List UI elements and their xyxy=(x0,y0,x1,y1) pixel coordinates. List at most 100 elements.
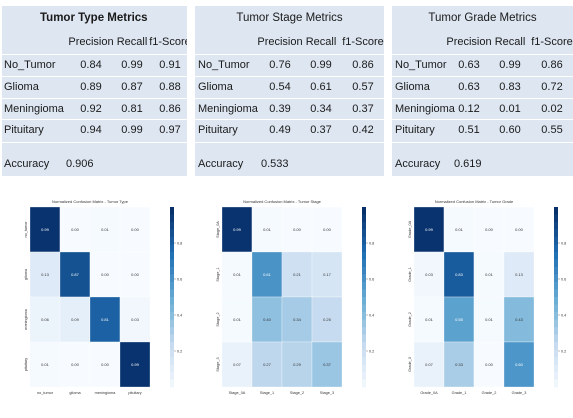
colorbar-tick-label: 0.8 xyxy=(369,241,374,245)
colorbar-segment xyxy=(170,364,174,373)
heatmap-cell xyxy=(89,251,121,298)
colorbar-tick-label: 0.8 xyxy=(177,241,182,245)
table-title: Tumor Stage Metrics xyxy=(236,12,343,24)
colorbar-segment xyxy=(170,259,174,268)
colorbar-segment xyxy=(170,274,174,283)
table-row: Glioma 0.54 0.61 0.57 xyxy=(195,81,384,95)
colorbar-segment xyxy=(170,252,174,260)
heatmap-cell xyxy=(503,341,535,388)
colorbar-segment xyxy=(554,274,558,283)
chart-title: Normalized Confusion Matrix - Tumor Stag… xyxy=(243,199,322,204)
colorbar-segment xyxy=(362,372,366,380)
colorbar-segment xyxy=(170,289,174,298)
heatmap-cell xyxy=(473,296,505,343)
colorbar-segment xyxy=(554,342,558,350)
data-label: 0.13 xyxy=(41,272,50,277)
heatmap-cell xyxy=(413,251,445,298)
y-tick-label: pituitary xyxy=(24,358,28,371)
table-cell: 0.81 xyxy=(121,103,143,115)
colorbar-segment xyxy=(554,214,558,223)
tumor-type-metrics-table: Tumor Type Metrics Precision Recall f1-S… xyxy=(2,6,187,176)
y-tick-label: Stage_1 xyxy=(216,267,220,281)
table-title: Tumor Grade Metrics xyxy=(428,12,537,24)
data-label: 0.00 xyxy=(71,362,80,367)
table-header: Precision Recall f1-Score xyxy=(2,36,187,50)
data-label: 0.01 xyxy=(233,272,242,277)
y-tick-label: no_tumor xyxy=(24,221,28,238)
heatmap-cell xyxy=(443,296,475,343)
data-label: 0.01 xyxy=(485,317,494,322)
colorbar-segment xyxy=(362,289,366,298)
colorbar-segment xyxy=(170,372,174,380)
heatmap-cell xyxy=(311,206,343,253)
heatmap-cell xyxy=(281,341,313,388)
divider xyxy=(392,142,573,143)
colorbar-segment xyxy=(170,237,174,245)
table-cell: 0.99 xyxy=(121,124,143,136)
divider xyxy=(2,119,187,120)
table-cell: 0.61 xyxy=(310,81,332,93)
column-header: f1-Score xyxy=(531,36,573,48)
colorbar-segment xyxy=(362,229,366,238)
chart-title: Normalized Confusion Matrix - Tumor Type xyxy=(52,199,129,204)
colorbar-tick-label: 0.2 xyxy=(177,349,182,353)
row-label: Pituitary xyxy=(395,124,435,136)
accuracy-value: 0.533 xyxy=(261,158,289,170)
table-cell: 0.86 xyxy=(541,59,563,71)
x-tick-label: no_tumor xyxy=(37,391,54,395)
heatmap-cell xyxy=(251,206,283,253)
table-cell: 0.86 xyxy=(352,59,374,71)
table-cell: 0.84 xyxy=(80,59,102,71)
colorbar-segment xyxy=(362,214,366,223)
x-tick-label: Stage_1 xyxy=(260,391,274,395)
table-cell: 0.60 xyxy=(499,124,521,136)
column-header: f1-Score xyxy=(342,36,384,48)
colorbar-segment xyxy=(554,312,558,320)
colorbar-segment xyxy=(170,267,174,275)
colorbar-tick-label: 0.6 xyxy=(561,277,566,281)
colorbar-segment xyxy=(170,282,174,290)
table-cell: 0.37 xyxy=(352,103,374,115)
table-cell: 0.49 xyxy=(269,124,291,136)
table-row: No_Tumor 0.84 0.99 0.91 xyxy=(2,59,187,73)
x-tick-label: Grade_2 xyxy=(482,391,497,395)
y-tick-label: glioma xyxy=(24,268,28,280)
row-label: No_Tumor xyxy=(395,59,447,71)
table-cell: 0.51 xyxy=(458,124,480,136)
heatmap-cell xyxy=(503,296,535,343)
colorbar-segment xyxy=(554,244,558,253)
colorbar-tick-label: 0.4 xyxy=(561,313,566,317)
divider xyxy=(392,54,573,55)
divider xyxy=(195,98,384,99)
colorbar-segment xyxy=(554,267,558,275)
data-label: 0.00 xyxy=(485,227,494,232)
divider xyxy=(195,76,384,77)
row-label: Glioma xyxy=(4,81,39,93)
data-label: 0.29 xyxy=(293,362,302,367)
data-label: 0.00 xyxy=(323,227,332,232)
data-label: 0.99 xyxy=(425,227,434,232)
data-label: 0.99 xyxy=(233,227,242,232)
divider xyxy=(195,119,384,120)
accuracy-label: Accuracy xyxy=(395,158,441,170)
colorbar-segment xyxy=(170,222,174,230)
table-cell: 0.01 xyxy=(499,103,521,115)
heatmap-cell xyxy=(443,251,475,298)
row-label: No_Tumor xyxy=(198,59,250,71)
colorbar-tick-label: 0.2 xyxy=(369,349,374,353)
colorbar-segment xyxy=(170,357,174,365)
table-cell: 0.54 xyxy=(269,81,291,93)
data-label: 0.03 xyxy=(425,272,434,277)
colorbar-segment xyxy=(170,312,174,320)
table-cell: 0.72 xyxy=(541,81,563,93)
colorbar-segment xyxy=(170,319,174,328)
table-cell: 0.91 xyxy=(159,59,181,71)
column-header: Recall xyxy=(305,36,337,48)
data-label: 0.25 xyxy=(323,317,332,322)
colorbar-segment xyxy=(362,349,366,358)
heatmap-cell xyxy=(89,296,121,343)
y-tick-label: Grade_0A xyxy=(408,220,412,238)
heatmap-cell xyxy=(89,341,121,388)
data-label: 0.81 xyxy=(101,317,110,322)
x-tick-label: Stage_0A xyxy=(229,391,246,395)
